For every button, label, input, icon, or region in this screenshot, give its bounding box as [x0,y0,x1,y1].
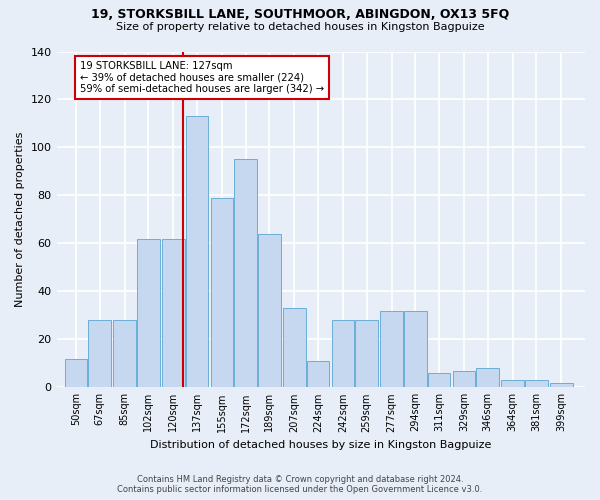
Bar [258,234,281,388]
Bar [113,320,136,388]
Bar [88,320,111,388]
Text: Contains HM Land Registry data © Crown copyright and database right 2024.
Contai: Contains HM Land Registry data © Crown c… [118,474,482,494]
Bar [137,238,160,388]
Bar [380,310,403,388]
Y-axis label: Number of detached properties: Number of detached properties [15,132,25,307]
Bar [307,361,329,388]
Text: 19 STORKSBILL LANE: 127sqm
← 39% of detached houses are smaller (224)
59% of sem: 19 STORKSBILL LANE: 127sqm ← 39% of deta… [80,61,325,94]
Bar [452,370,475,388]
Text: 19, STORKSBILL LANE, SOUTHMOOR, ABINGDON, OX13 5FQ: 19, STORKSBILL LANE, SOUTHMOOR, ABINGDON… [91,8,509,20]
Bar [476,368,499,388]
Bar [404,310,427,388]
Bar [550,382,573,388]
Bar [501,380,524,388]
X-axis label: Distribution of detached houses by size in Kingston Bagpuize: Distribution of detached houses by size … [150,440,491,450]
Bar [162,238,185,388]
Bar [332,320,355,388]
Bar [283,308,306,388]
Bar [211,198,233,388]
Bar [185,116,208,388]
Bar [65,358,88,388]
Bar [355,320,378,388]
Text: Size of property relative to detached houses in Kingston Bagpuize: Size of property relative to detached ho… [116,22,484,32]
Bar [428,373,451,388]
Bar [234,160,257,388]
Bar [525,380,548,388]
